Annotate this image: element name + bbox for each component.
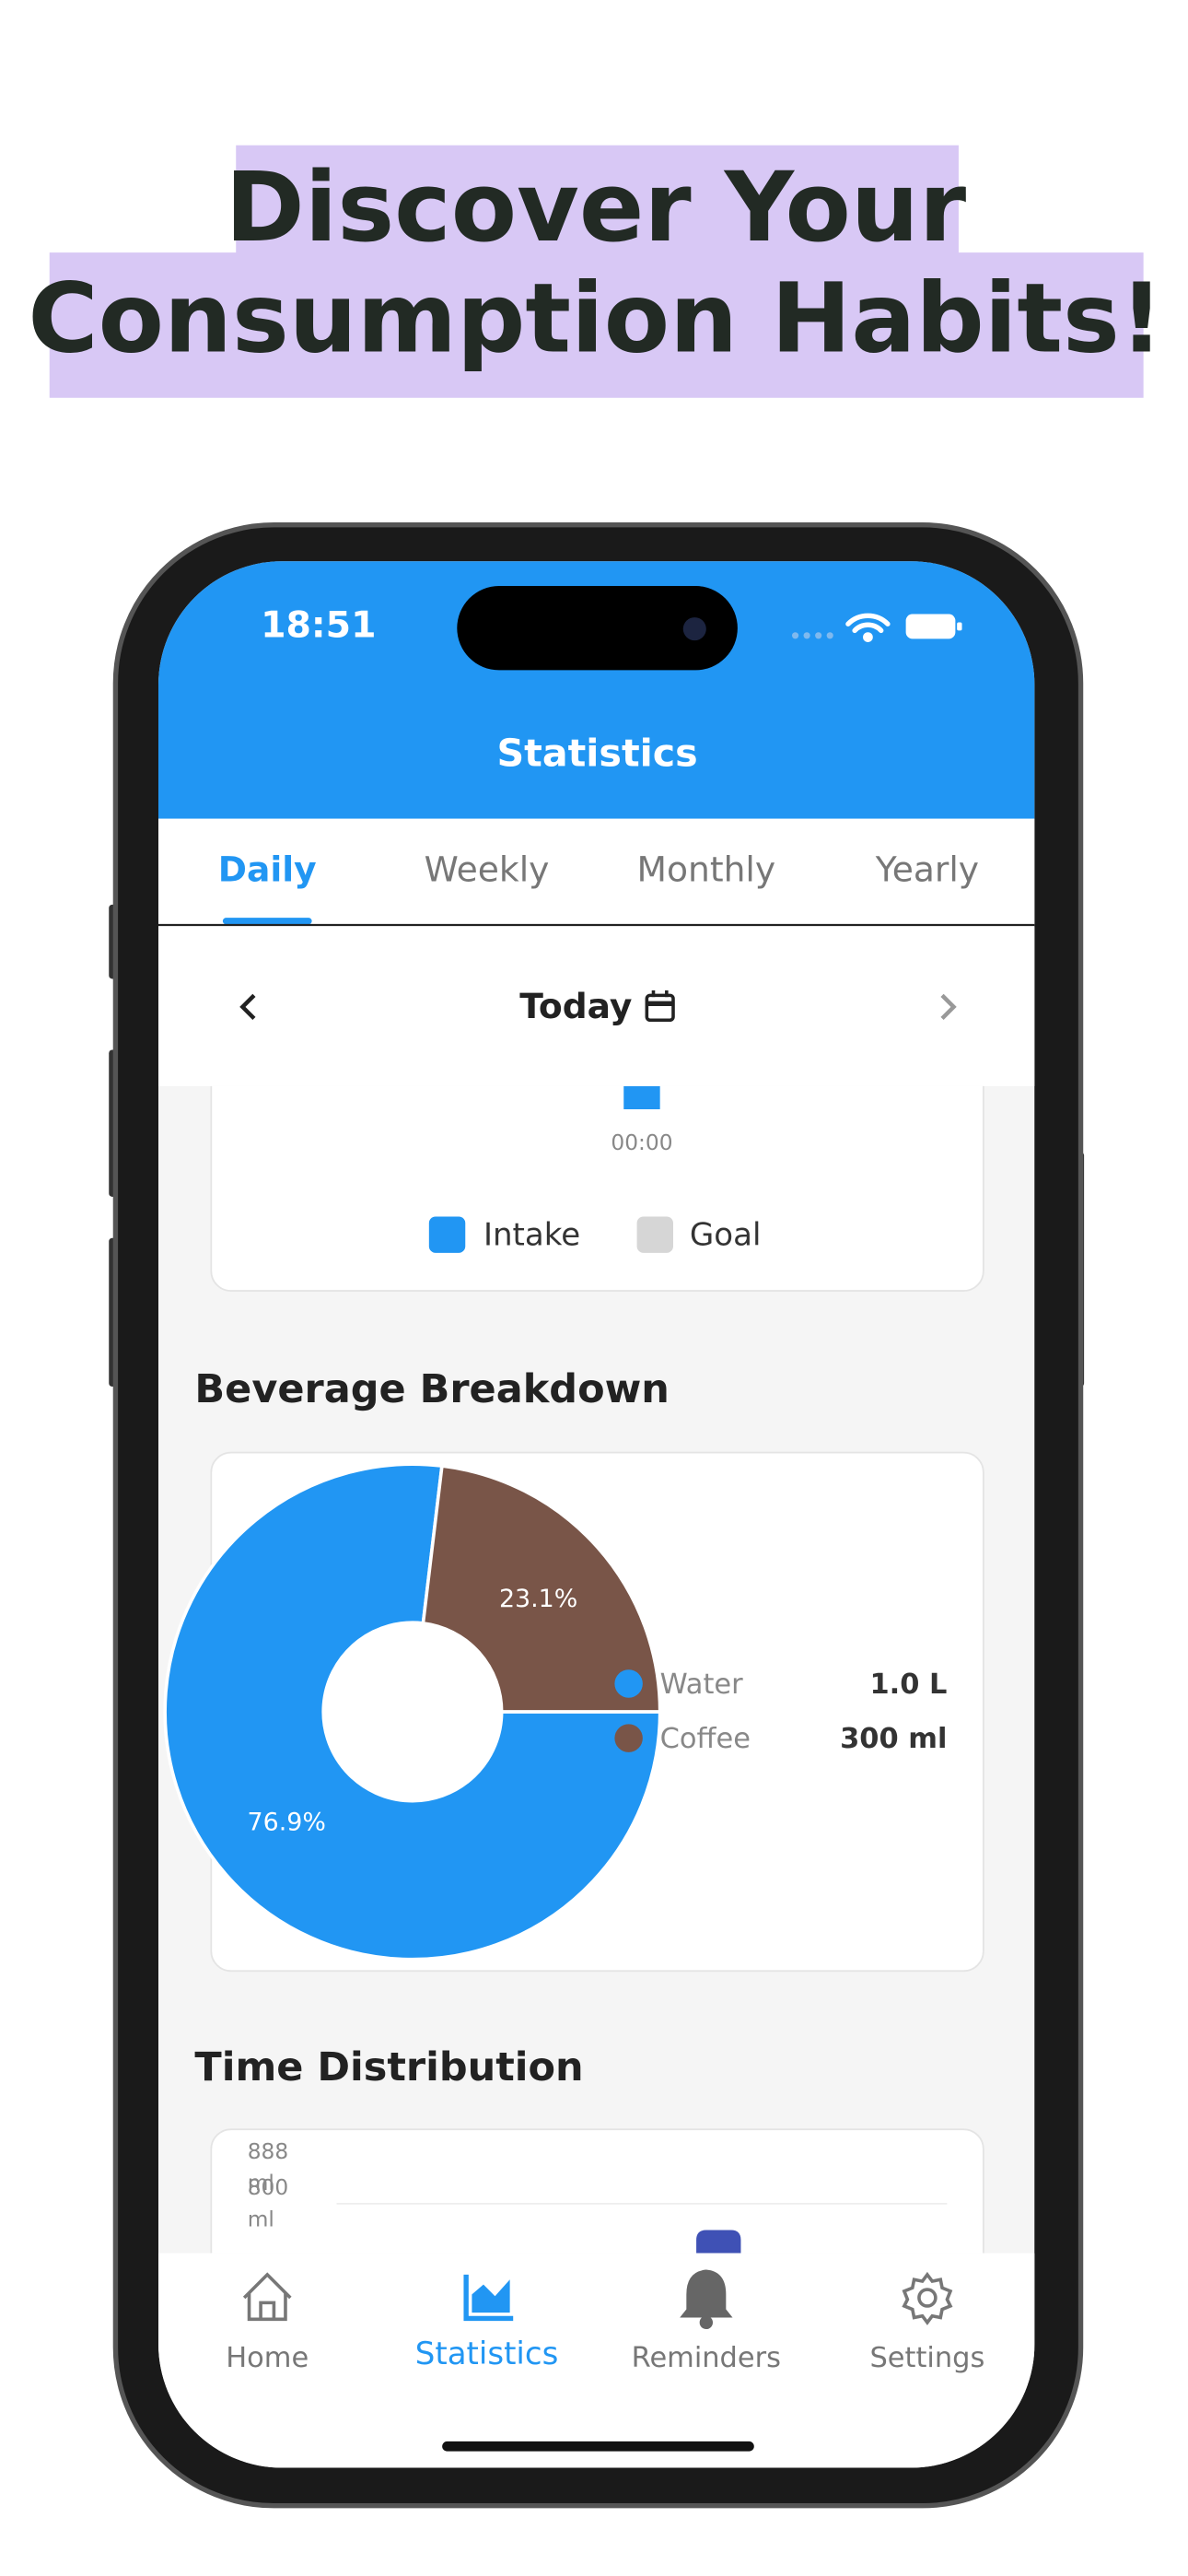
- legend-swatch: [428, 1216, 466, 1253]
- legend-name: Coffee: [660, 1723, 751, 1755]
- tabs: Daily Weekly Monthly Yearly: [218, 849, 979, 889]
- statistics-icon[interactable]: [463, 2274, 514, 2322]
- prev-button[interactable]: [239, 993, 256, 1021]
- settings-icon[interactable]: [902, 2271, 953, 2325]
- battery-icon: [905, 614, 956, 639]
- nav-label[interactable]: Statistics: [415, 2336, 559, 2372]
- camera: [682, 617, 706, 641]
- tab-indicator: [222, 918, 312, 925]
- y-tick-label: 800: [248, 2175, 288, 2200]
- nav-label[interactable]: Reminders: [632, 2342, 781, 2374]
- home-icon[interactable]: [242, 2272, 292, 2322]
- legend-label: Goal: [690, 1216, 762, 1253]
- time-card: [210, 2128, 984, 2254]
- intake-card: [210, 1085, 984, 1292]
- intake-bar: [623, 1085, 660, 1109]
- reminders-icon[interactable]: [680, 2269, 733, 2330]
- date-label: Today: [519, 986, 632, 1026]
- next-button[interactable]: [940, 993, 957, 1021]
- pie-chart: 76.9% 23.1% Water 1.0 L Coffee 300 ml: [163, 1462, 947, 1961]
- y-tick-label: ml: [248, 2207, 274, 2231]
- battery-tip: [957, 622, 962, 631]
- headline-highlight: [49, 252, 1144, 398]
- y-tick-label: 888: [248, 2139, 288, 2164]
- nav-label[interactable]: Settings: [869, 2342, 984, 2374]
- tab[interactable]: Yearly: [875, 849, 979, 889]
- wifi-icon: [845, 613, 891, 642]
- headline-highlight: [236, 145, 959, 262]
- header-title: Statistics: [496, 732, 697, 776]
- legend-label: Intake: [483, 1216, 580, 1253]
- section-title: Beverage Breakdown: [194, 1366, 670, 1412]
- legend-name: Water: [660, 1669, 743, 1701]
- time-bar: [696, 2230, 741, 2254]
- signal-dots: [791, 632, 833, 639]
- status-time: 18:51: [261, 603, 376, 646]
- tab[interactable]: Monthly: [637, 849, 776, 889]
- legend-dot: [614, 1724, 643, 1752]
- calendar-icon[interactable]: [645, 989, 675, 1023]
- pie-label: 76.9%: [248, 1809, 326, 1837]
- y-tick-label: ml: [248, 2171, 274, 2195]
- tab-bar: [158, 818, 1035, 925]
- headline: Discover Your: [225, 152, 966, 263]
- headline: Consumption Habits!: [28, 263, 1163, 374]
- legend-amount: 300 ml: [840, 1723, 947, 1755]
- legend-amount: 1.0 L: [869, 1669, 947, 1701]
- date-nav: [158, 926, 1035, 1086]
- tab[interactable]: Daily: [218, 849, 317, 889]
- x-tick-label: 00:00: [611, 1130, 672, 1155]
- pie-slice: [163, 1462, 662, 1961]
- nav-label[interactable]: Home: [226, 2342, 309, 2374]
- pie-label: 23.1%: [499, 1585, 577, 1613]
- bottom-nav: [158, 2253, 1035, 2468]
- section-title: Time Distribution: [194, 2044, 583, 2090]
- home-indicator: [442, 2441, 754, 2452]
- content: 00:00 Intake Goal Beverage Breakdown 76.…: [163, 1085, 984, 2254]
- tab[interactable]: Weekly: [425, 849, 550, 889]
- nav-labels: Home Statistics Reminders Settings: [226, 2336, 984, 2374]
- dynamic-island: [457, 586, 738, 671]
- legend-swatch: [636, 1216, 673, 1253]
- screen: 18:51 Statistics Daily Weekly Monthly Yearl…: [158, 561, 1035, 2468]
- pie-slice: [421, 1464, 662, 1714]
- legend-dot: [614, 1669, 643, 1698]
